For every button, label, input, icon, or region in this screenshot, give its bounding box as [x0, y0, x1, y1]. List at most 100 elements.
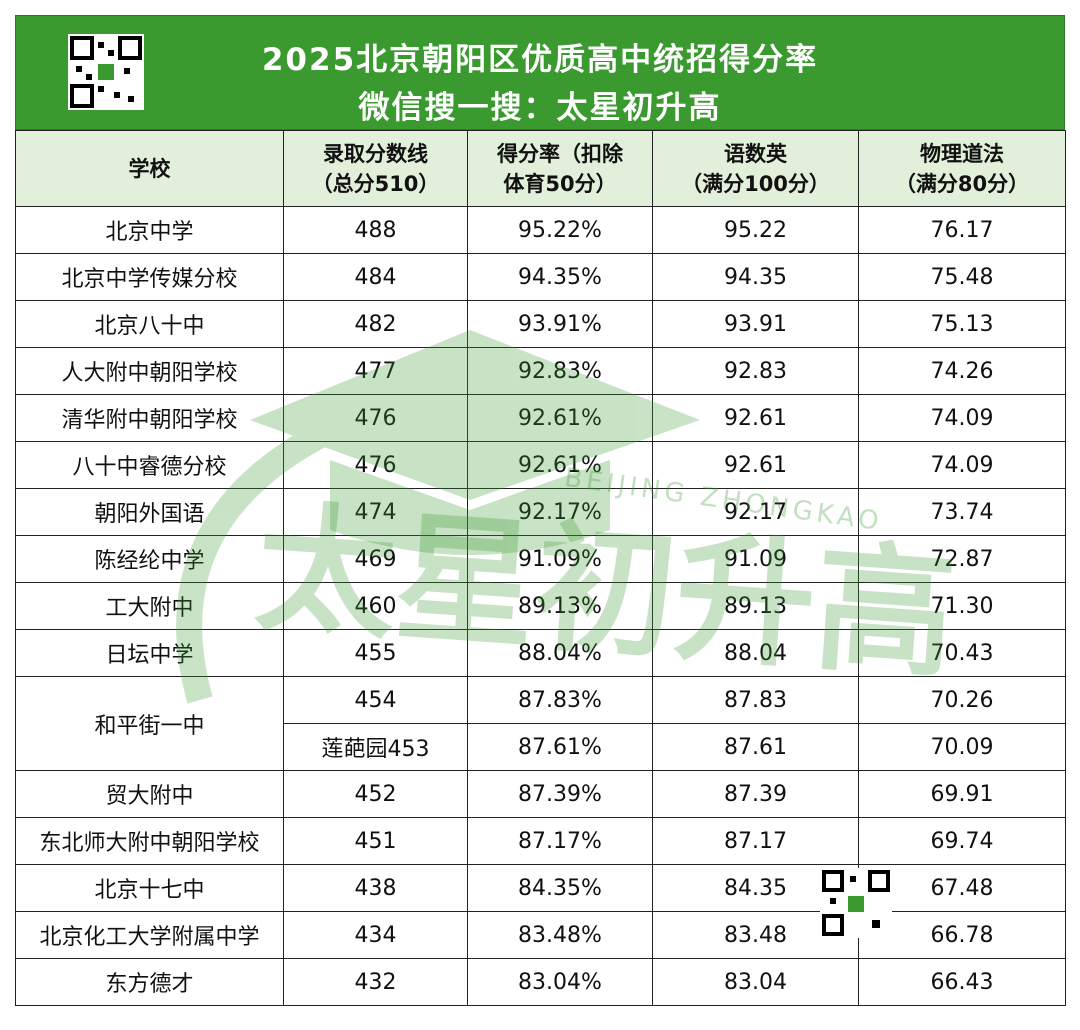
cell: 84.35	[652, 864, 859, 912]
cell: 89.13	[652, 582, 859, 630]
cell: 76.17	[858, 206, 1066, 254]
cell: 91.09	[652, 535, 859, 583]
cell: 69.91	[858, 770, 1066, 818]
cell: 460	[283, 582, 468, 630]
cell: 432	[283, 958, 468, 1006]
header-line: 学校	[128, 156, 171, 181]
cell: 95.22	[652, 206, 859, 254]
cell: 87.83%	[467, 676, 653, 724]
cell: 92.83	[652, 347, 859, 395]
row: 北京八十中 482 93.91% 93.91 75.13	[15, 300, 1066, 348]
cell: 67.48	[858, 864, 1066, 912]
cell: 73.74	[858, 488, 1066, 536]
cell: 93.91%	[467, 300, 653, 348]
cell: 72.87	[858, 535, 1066, 583]
cell: 451	[283, 817, 468, 865]
row: 东方德才 432 83.04% 83.04 66.43	[15, 958, 1066, 1006]
cell: 87.39	[652, 770, 859, 818]
title: 2025北京朝阳区优质高中统招得分率	[261, 42, 819, 78]
school-cell: 东北师大附中朝阳学校	[15, 817, 284, 865]
cell: 87.39%	[467, 770, 653, 818]
cell: 438	[283, 864, 468, 912]
school-cell: 八十中睿德分校	[15, 441, 284, 489]
cell: 476	[283, 441, 468, 489]
school-cell: 北京十七中	[15, 864, 284, 912]
row: 贸大附中 452 87.39% 87.39 69.91	[15, 770, 1066, 818]
school-cell: 北京中学	[15, 206, 284, 254]
school-cell: 日坛中学	[15, 629, 284, 677]
header-line: 得分率（扣除	[497, 141, 623, 166]
cell: 71.30	[858, 582, 1066, 630]
cell: 92.17	[652, 488, 859, 536]
school-cell: 北京化工大学附属中学	[15, 911, 284, 959]
school-cell: 工大附中	[15, 582, 284, 630]
cell: 88.04%	[467, 629, 653, 677]
column-header: 语数英 （满分100分）	[652, 130, 859, 207]
cell: 87.17	[652, 817, 859, 865]
header-row: 学校 录取分数线 （总分510） 得分率（扣除 体育50分） 语数英 （满分100分） 物理道…	[15, 130, 1066, 207]
cell: 75.13	[858, 300, 1066, 348]
cell: 92.17%	[467, 488, 653, 536]
cell: 88.04	[652, 629, 859, 677]
header-line: （满分100分）	[681, 171, 830, 196]
cell: 89.13%	[467, 582, 653, 630]
subtitle: 微信搜一搜：太星初升高	[358, 90, 722, 126]
school-cell: 北京八十中	[15, 300, 284, 348]
cell: 484	[283, 253, 468, 301]
cell: 95.22%	[467, 206, 653, 254]
column-header: 学校	[15, 130, 284, 207]
row: 日坛中学 455 88.04% 88.04 70.43	[15, 629, 1066, 677]
column-header: 物理道法 （满分80分）	[858, 130, 1066, 207]
cell: 83.48	[652, 911, 859, 959]
cell: 434	[283, 911, 468, 959]
cell: 477	[283, 347, 468, 395]
cell: 92.61	[652, 441, 859, 489]
cell: 455	[283, 629, 468, 677]
row: 东北师大附中朝阳学校 451 87.17% 87.17 69.74	[15, 817, 1066, 865]
header-line: 体育50分）	[503, 171, 617, 196]
row: 北京十七中 438 84.35% 84.35 67.48	[15, 864, 1066, 912]
cell: 74.09	[858, 394, 1066, 442]
school-cell: 北京中学传媒分校	[15, 253, 284, 301]
row: 陈经纶中学 469 91.09% 91.09 72.87	[15, 535, 1066, 583]
cell: 92.61	[652, 394, 859, 442]
row: 莲葩园453 87.61% 87.61 70.09	[16, 723, 1066, 771]
cell: 452	[283, 770, 468, 818]
school-cell: 人大附中朝阳学校	[15, 347, 284, 395]
cell: 75.48	[858, 253, 1066, 301]
row: 人大附中朝阳学校 477 92.83% 92.83 74.26	[15, 347, 1066, 395]
school-cell: 贸大附中	[15, 770, 284, 818]
cell: 74.09	[858, 441, 1066, 489]
cell: 91.09%	[467, 535, 653, 583]
cell: 469	[283, 535, 468, 583]
header-line: 录取分数线	[323, 141, 428, 166]
row: 北京化工大学附属中学 434 83.48% 83.48 66.78	[15, 911, 1066, 959]
cell: 70.43	[858, 629, 1066, 677]
cell: 93.91	[652, 300, 859, 348]
school-cell: 朝阳外国语	[15, 488, 284, 536]
row: 和平街一中 454 87.83% 87.83 70.26	[15, 676, 1066, 771]
cell: 482	[283, 300, 468, 348]
row: 朝阳外国语 474 92.17% 92.17 73.74	[15, 488, 1066, 536]
cell: 66.78	[858, 911, 1066, 959]
header-line: （总分510）	[311, 171, 440, 196]
cell: 83.48%	[467, 911, 653, 959]
column-header: 录取分数线 （总分510）	[283, 130, 468, 207]
school-cell: 清华附中朝阳学校	[15, 394, 284, 442]
banner: 2025北京朝阳区优质高中统招得分率 微信搜一搜：太星初升高	[15, 15, 1065, 130]
row: 北京中学 488 95.22% 95.22 76.17	[15, 206, 1066, 254]
cell: 70.09	[858, 723, 1066, 771]
cell: 454	[283, 676, 468, 724]
cell: 94.35%	[467, 253, 653, 301]
cell: 莲葩园453	[283, 723, 468, 771]
cell: 66.43	[858, 958, 1066, 1006]
row: 工大附中 460 89.13% 89.13 71.30	[15, 582, 1066, 630]
cell: 474	[283, 488, 468, 536]
row: 北京中学传媒分校 484 94.35% 94.35 75.48	[15, 253, 1066, 301]
cell: 94.35	[652, 253, 859, 301]
cell: 87.17%	[467, 817, 653, 865]
cell: 92.83%	[467, 347, 653, 395]
cell: 476	[283, 394, 468, 442]
cell: 69.74	[858, 817, 1066, 865]
